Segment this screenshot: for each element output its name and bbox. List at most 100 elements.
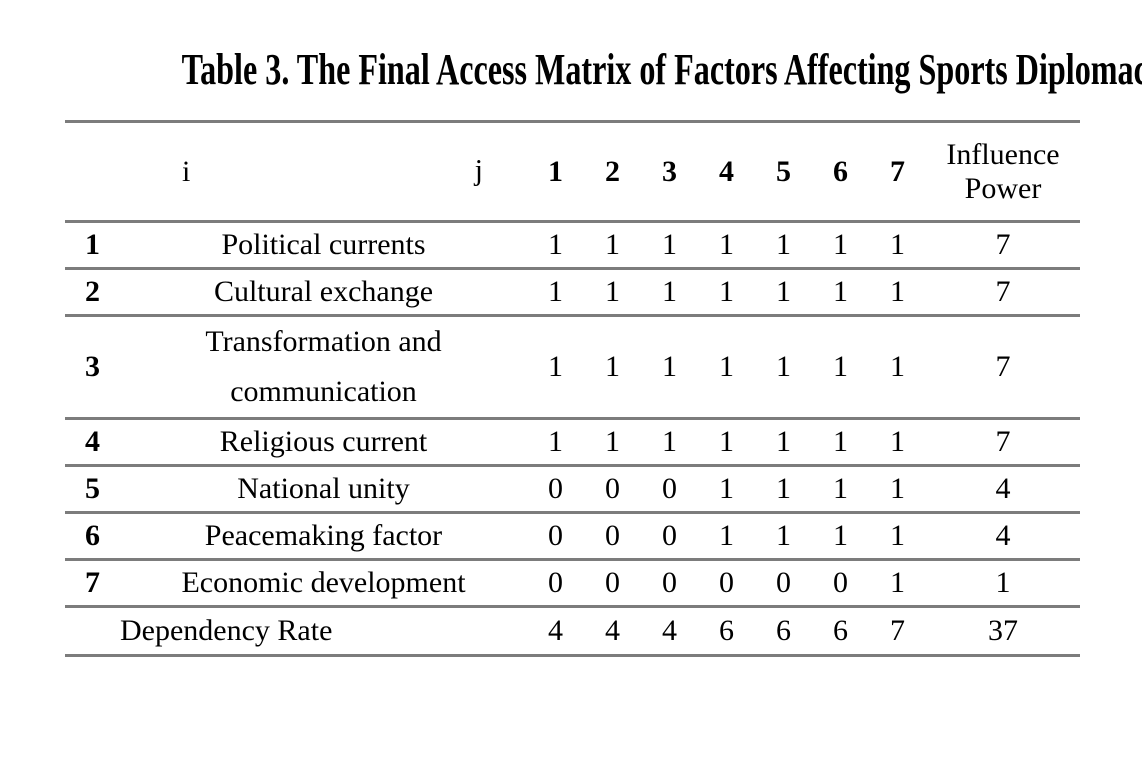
table-row: 6 Peacemaking factor 0 0 0 1 1 1 1 4 [65,513,1080,560]
matrix-cell: 1 [776,519,791,552]
influence-value: 7 [995,350,1011,383]
matrix-cell: 1 [605,425,620,458]
dependency-value: 4 [662,614,677,647]
matrix-cell: 1 [719,350,734,383]
row-axis-label-i: i [182,154,191,188]
factor-name: Cultural exchange [213,275,434,308]
dependency-rate-label: Dependency Rate [120,614,333,647]
matrix-cell: 1 [662,275,677,308]
influence-value: 7 [995,425,1011,458]
matrix-cell: 1 [776,275,791,308]
col-header-5: 5 [776,154,791,188]
factor-name: National unity [237,472,410,505]
factor-name: Economic development [181,566,466,599]
dependency-value: 7 [890,614,905,647]
influence-value: 1 [995,566,1011,599]
factor-name: Peacemaking factor [204,519,443,552]
header-index-cell [65,122,120,222]
matrix-cell: 1 [890,425,905,458]
row-index: 3 [85,350,100,383]
matrix-cell: 1 [890,228,905,261]
matrix-cell: 1 [605,228,620,261]
influence-power-header: Influence Power [926,122,1080,222]
table-row: 7 Economic development 0 0 0 0 0 0 1 1 [65,560,1080,607]
matrix-cell: 1 [605,350,620,383]
row-index: 5 [85,472,100,505]
table-row: 2 Cultural exchange 1 1 1 1 1 1 1 7 [65,269,1080,316]
influence-value: 7 [995,228,1011,261]
matrix-cell: 1 [776,228,791,261]
influence-value: 4 [995,519,1011,552]
dependency-rate-row: Dependency Rate 4 4 4 6 6 6 7 37 [65,607,1080,656]
dependency-value: 4 [548,614,563,647]
row-index: 1 [85,228,100,261]
matrix-cell: 1 [548,350,563,383]
dependency-value: 6 [719,614,734,647]
matrix-cell: 1 [890,519,905,552]
matrix-cell: 1 [833,228,848,261]
header-row: i j 1 2 3 4 5 6 7 Influence Power [65,122,1080,222]
matrix-cell: 1 [776,350,791,383]
matrix-cell: 1 [662,425,677,458]
matrix-cell: 1 [833,350,848,383]
table-row: 1 Political currents 1 1 1 1 1 1 1 7 [65,222,1080,269]
table-row: 3 Transformation and communication 1 1 1… [65,316,1080,419]
influence-header-line2: Power [964,171,1042,205]
access-matrix-table: i j 1 2 3 4 5 6 7 Influence Power 1 Poli… [65,120,1080,657]
matrix-cell: 1 [548,275,563,308]
matrix-cell: 1 [833,519,848,552]
matrix-cell: 0 [719,566,734,599]
col-header-7: 7 [890,154,905,188]
dependency-value: 4 [605,614,620,647]
influence-value: 4 [995,472,1011,505]
matrix-cell: 0 [662,472,677,505]
matrix-cell: 1 [548,228,563,261]
matrix-cell: 1 [719,228,734,261]
col-header-1: 1 [548,154,563,188]
table-caption-text: Table 3. The Final Access Matrix of Fact… [181,45,1142,94]
matrix-cell: 1 [662,228,677,261]
table-row: 4 Religious current 1 1 1 1 1 1 1 7 [65,419,1080,466]
col-header-3: 3 [662,154,677,188]
factor-name: Religious current [219,425,428,458]
matrix-cell: 1 [605,275,620,308]
row-index: 7 [85,566,100,599]
matrix-cell: 1 [833,275,848,308]
table-caption: Table 3. The Final Access Matrix of Fact… [0,46,1142,94]
influence-value: 7 [995,275,1011,308]
matrix-cell: 1 [719,425,734,458]
row-index-empty [65,607,120,656]
col-header-4: 4 [719,154,734,188]
matrix-cell: 0 [605,472,620,505]
col-axis-label-j: j [474,152,483,186]
matrix-cell: 1 [719,275,734,308]
matrix-cell: 1 [719,472,734,505]
matrix-cell: 1 [662,350,677,383]
matrix-cell: 0 [662,519,677,552]
dependency-total: 37 [988,614,1018,647]
matrix-cell: 1 [833,425,848,458]
matrix-cell: 0 [776,566,791,599]
matrix-cell: 1 [776,425,791,458]
matrix-cell: 0 [548,472,563,505]
col-header-6: 6 [833,154,848,188]
matrix-cell: 1 [833,472,848,505]
matrix-cell: 1 [890,472,905,505]
dependency-value: 6 [833,614,848,647]
matrix-cell: 1 [719,519,734,552]
factor-name: Political currents [221,228,426,261]
matrix-cell: 0 [548,519,563,552]
influence-header-line1: Influence [946,137,1060,171]
matrix-cell: 1 [890,566,905,599]
matrix-cell: 1 [890,350,905,383]
matrix-cell: 0 [662,566,677,599]
table-row: 5 National unity 0 0 0 1 1 1 1 4 [65,466,1080,513]
col-header-2: 2 [605,154,620,188]
matrix-cell: 0 [833,566,848,599]
dependency-value: 6 [776,614,791,647]
row-index: 6 [85,519,100,552]
matrix-cell: 1 [776,472,791,505]
matrix-cell: 0 [605,519,620,552]
matrix-cell: 1 [890,275,905,308]
